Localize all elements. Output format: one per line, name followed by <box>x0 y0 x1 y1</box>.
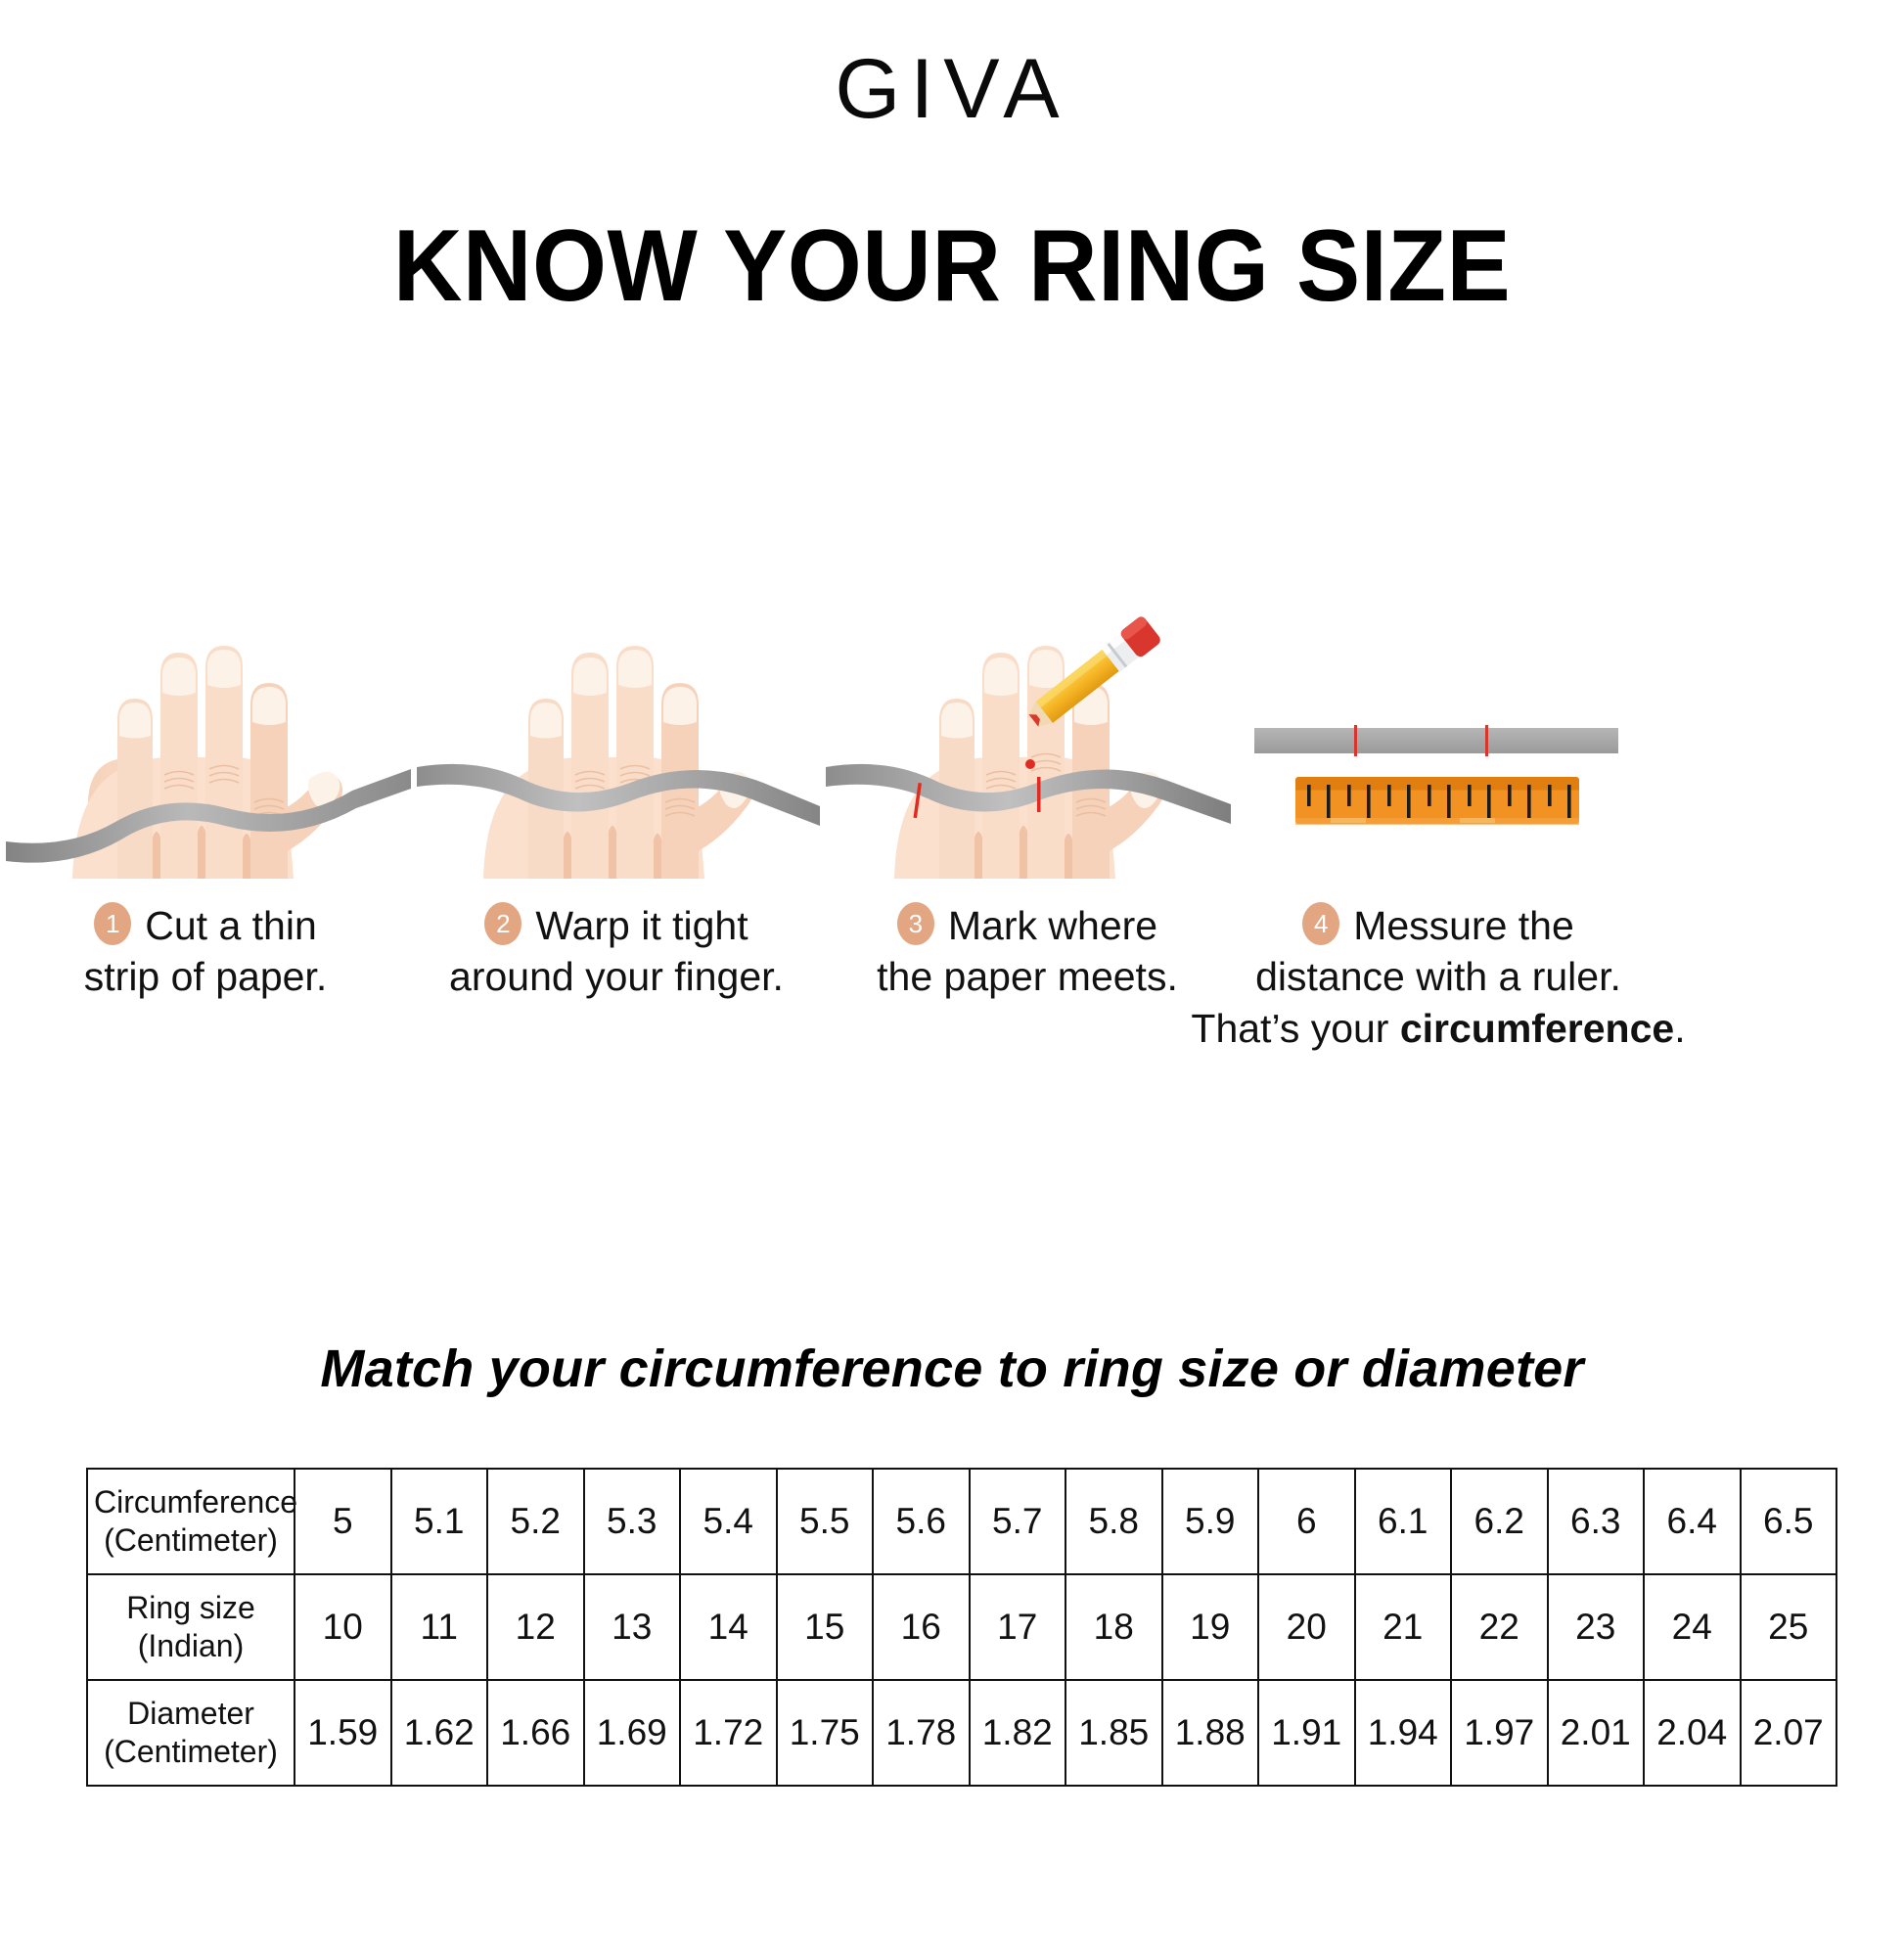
table-cell: 1.78 <box>872 1679 971 1787</box>
table-cell: 10 <box>294 1573 392 1681</box>
table-cell: 1.75 <box>775 1679 874 1787</box>
step-2-badge: 2 <box>484 902 522 945</box>
table-cell: 5.8 <box>1065 1468 1163 1575</box>
table-cell: 1.91 <box>1257 1679 1356 1787</box>
step-3-line2: the paper meets. <box>877 954 1178 1000</box>
step-1-line1: Cut a thin <box>145 903 317 948</box>
step-1-caption: 1 Cut a thin strip of paper. <box>0 900 416 1003</box>
step-4-line3-prefix: That’s your <box>1191 1005 1400 1051</box>
step-4-line1: Messure the <box>1353 903 1574 948</box>
table-cell: 5 <box>294 1468 392 1575</box>
step-4-circumference-keyword: circumference <box>1399 1005 1675 1051</box>
table-cell: 18 <box>1065 1573 1163 1681</box>
table-cell: 5.2 <box>486 1468 585 1575</box>
row-header-1: Ring size (Indian) <box>86 1573 295 1681</box>
step-2-illustration <box>411 556 822 879</box>
steps-row: 1 Cut a thin strip of paper. <box>0 556 1904 1054</box>
table-cell: 1.88 <box>1160 1679 1259 1787</box>
ring-size-table-container: Circumference (Centimeter) 5 5.1 5.2 5.3 5.4 5.… <box>86 1468 1837 1787</box>
step-4-line3: That’s your circumference. <box>1184 1003 1693 1054</box>
step-2-line1: Warp it tight <box>535 903 748 948</box>
step-1: 1 Cut a thin strip of paper. <box>0 556 411 1003</box>
table-cell: 5.1 <box>389 1468 488 1575</box>
table-cell: 12 <box>486 1573 585 1681</box>
table-cell: 5.9 <box>1160 1468 1259 1575</box>
table-cell: 5.7 <box>968 1468 1066 1575</box>
step-3-line1: Mark where <box>947 903 1158 948</box>
table-row: Diameter (Centimeter) 1.59 1.62 1.66 1.69 1.72… <box>86 1679 1837 1787</box>
step-3: 3 Mark where the paper meets. <box>822 556 1233 1003</box>
row-header-sub: (Centimeter) <box>104 1522 278 1558</box>
row-header-sub: (Indian) <box>137 1628 245 1663</box>
table-cell: 1.97 <box>1450 1679 1549 1787</box>
table-cell: 25 <box>1739 1573 1837 1681</box>
table-cell: 6.4 <box>1643 1468 1742 1575</box>
table-cell: 20 <box>1257 1573 1356 1681</box>
table-cell: 5.5 <box>775 1468 874 1575</box>
table-cell: 24 <box>1643 1573 1742 1681</box>
table-cell: 5.3 <box>582 1468 681 1575</box>
row-header-2: Diameter (Centimeter) <box>86 1679 295 1787</box>
step-4: 4 Messure the distance with a ruler. That… <box>1191 556 1686 1054</box>
table-cell: 23 <box>1546 1573 1645 1681</box>
table-row: Ring size (Indian) 10 11 12 13 14 15 16 17 18 19 20 2… <box>86 1573 1837 1681</box>
table-cell: 5.4 <box>679 1468 778 1575</box>
table-cell: 1.66 <box>486 1679 585 1787</box>
table-cell: 1.59 <box>294 1679 392 1787</box>
step-1-badge: 1 <box>94 902 132 945</box>
table-cell: 6.5 <box>1739 1468 1837 1575</box>
table-cell: 11 <box>389 1573 488 1681</box>
table-cell: 6.2 <box>1450 1468 1549 1575</box>
table-cell: 6 <box>1257 1468 1356 1575</box>
table-cell: 1.62 <box>389 1679 488 1787</box>
brand-logo: GIVA <box>835 42 1069 136</box>
step-2: 2 Warp it tight around your finger. <box>411 556 822 1003</box>
table-row: Circumference (Centimeter) 5 5.1 5.2 5.3 5.4 5.… <box>86 1468 1837 1575</box>
row-header-main: Diameter <box>127 1695 254 1731</box>
table-cell: 6.3 <box>1546 1468 1645 1575</box>
table-cell: 5.6 <box>872 1468 971 1575</box>
table-cell: 2.04 <box>1643 1679 1742 1787</box>
step-3-badge: 3 <box>896 902 934 945</box>
table-cell: 21 <box>1353 1573 1452 1681</box>
table-cell: 19 <box>1160 1573 1259 1681</box>
table-cell: 1.85 <box>1065 1679 1163 1787</box>
step-1-line2: strip of paper. <box>83 954 328 1000</box>
row-header-main: Ring size <box>126 1589 255 1625</box>
step-3-illustration <box>822 556 1233 879</box>
step-4-line2: distance with a ruler. <box>1255 954 1621 1000</box>
step-4-illustration <box>1233 556 1644 879</box>
table-cell: 1.94 <box>1353 1679 1452 1787</box>
table-cell: 1.69 <box>582 1679 681 1787</box>
step-4-badge: 4 <box>1302 902 1340 945</box>
row-header-0: Circumference (Centimeter) <box>86 1468 298 1575</box>
step-3-caption: 3 Mark where the paper meets. <box>817 900 1238 1003</box>
table-cell: 16 <box>872 1573 971 1681</box>
table-cell: 14 <box>679 1573 778 1681</box>
step-4-line3-suffix: . <box>1674 1005 1686 1051</box>
ring-size-table-body: Circumference (Centimeter) 5 5.1 5.2 5.3 5.4 5.… <box>86 1468 1837 1787</box>
table-cell: 1.72 <box>679 1679 778 1787</box>
row-header-main: Circumference <box>94 1483 298 1520</box>
ring-size-table: Circumference (Centimeter) 5 5.1 5.2 5.3 5.4 5.… <box>86 1468 1837 1787</box>
page-title: KNOW YOUR RING SIZE <box>392 209 1512 323</box>
row-header-sub: (Centimeter) <box>104 1734 278 1769</box>
step-2-caption: 2 Warp it tight around your finger. <box>406 900 827 1003</box>
table-cell: 17 <box>968 1573 1066 1681</box>
table-cell: 13 <box>582 1573 681 1681</box>
table-cell: 2.01 <box>1546 1679 1645 1787</box>
table-cell: 15 <box>775 1573 874 1681</box>
table-cell: 22 <box>1450 1573 1549 1681</box>
step-1-illustration <box>0 556 411 879</box>
table-cell: 1.82 <box>968 1679 1066 1787</box>
table-cell: 6.1 <box>1353 1468 1452 1575</box>
step-2-line2: around your finger. <box>449 954 784 1000</box>
table-cell: 2.07 <box>1739 1679 1837 1787</box>
match-subtitle: Match your circumference to ring size or… <box>320 1339 1584 1398</box>
step-4-caption: 4 Messure the distance with a ruler. That… <box>1184 900 1693 1054</box>
